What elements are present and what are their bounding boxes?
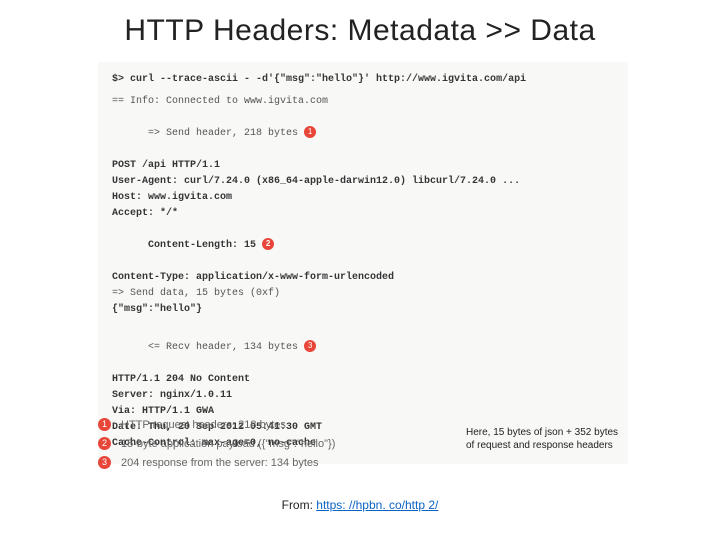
- source-line: From: https: //hpbn. co/http 2/: [0, 498, 720, 512]
- recv-header-text: <= Recv header, 134 bytes: [148, 342, 298, 353]
- accept-line: Accept: */*: [112, 206, 614, 222]
- body-line: {"msg":"hello"}: [112, 302, 614, 318]
- badge-3-icon: 3: [304, 340, 316, 352]
- legend-text-1: HTTP request headers: 218 bytes: [121, 419, 286, 431]
- annotation-note: Here, 15 bytes of json + 352 bytes of re…: [466, 426, 666, 452]
- legend-row-3: 3 204 response from the server: 134 byte…: [98, 456, 335, 469]
- host-line: Host: www.igvita.com: [112, 190, 614, 206]
- legend-badge-1-icon: 1: [98, 418, 111, 431]
- ctype-line: Content-Type: application/x-www-form-url…: [112, 270, 614, 286]
- note-line-2: of request and response headers: [466, 439, 666, 452]
- note-line-1: Here, 15 bytes of json + 352 bytes: [466, 426, 666, 439]
- send-header-text: => Send header, 218 bytes: [148, 128, 298, 139]
- server-line: Server: nginx/1.0.11: [112, 388, 614, 404]
- source-link[interactable]: https: //hpbn. co/http 2/: [316, 498, 438, 512]
- code-block: $> curl --trace-ascii - -d'{"msg":"hello…: [98, 62, 628, 464]
- page-title: HTTP Headers: Metadata >> Data: [0, 14, 720, 48]
- cmd-line: $> curl --trace-ascii - -d'{"msg":"hello…: [112, 72, 614, 88]
- legend-text-2: 15-byte application payload ({"msg":"hel…: [121, 438, 335, 450]
- source-prefix: From:: [282, 498, 317, 512]
- legend-badge-3-icon: 3: [98, 456, 111, 469]
- recv-header-line: <= Recv header, 134 bytes 3: [112, 324, 614, 372]
- legend-text-3: 204 response from the server: 134 bytes: [121, 457, 319, 469]
- post-line: POST /api HTTP/1.1: [112, 158, 614, 174]
- badge-2-icon: 2: [262, 238, 274, 250]
- legend-badge-2-icon: 2: [98, 437, 111, 450]
- clen-line: Content-Length: 15 2: [112, 222, 614, 270]
- send-data-line: => Send data, 15 bytes (0xf): [112, 286, 614, 302]
- status-line: HTTP/1.1 204 No Content: [112, 372, 614, 388]
- badge-1-icon: 1: [304, 126, 316, 138]
- clen-text: Content-Length: 15: [148, 240, 256, 251]
- info-line: == Info: Connected to www.igvita.com: [112, 94, 614, 110]
- send-header-line: => Send header, 218 bytes 1: [112, 110, 614, 158]
- ua-line: User-Agent: curl/7.24.0 (x86_64-apple-da…: [112, 174, 614, 190]
- legend-row-1: 1 HTTP request headers: 218 bytes: [98, 418, 335, 431]
- legend-row-2: 2 15-byte application payload ({"msg":"h…: [98, 437, 335, 450]
- legend: 1 HTTP request headers: 218 bytes 2 15-b…: [98, 418, 335, 475]
